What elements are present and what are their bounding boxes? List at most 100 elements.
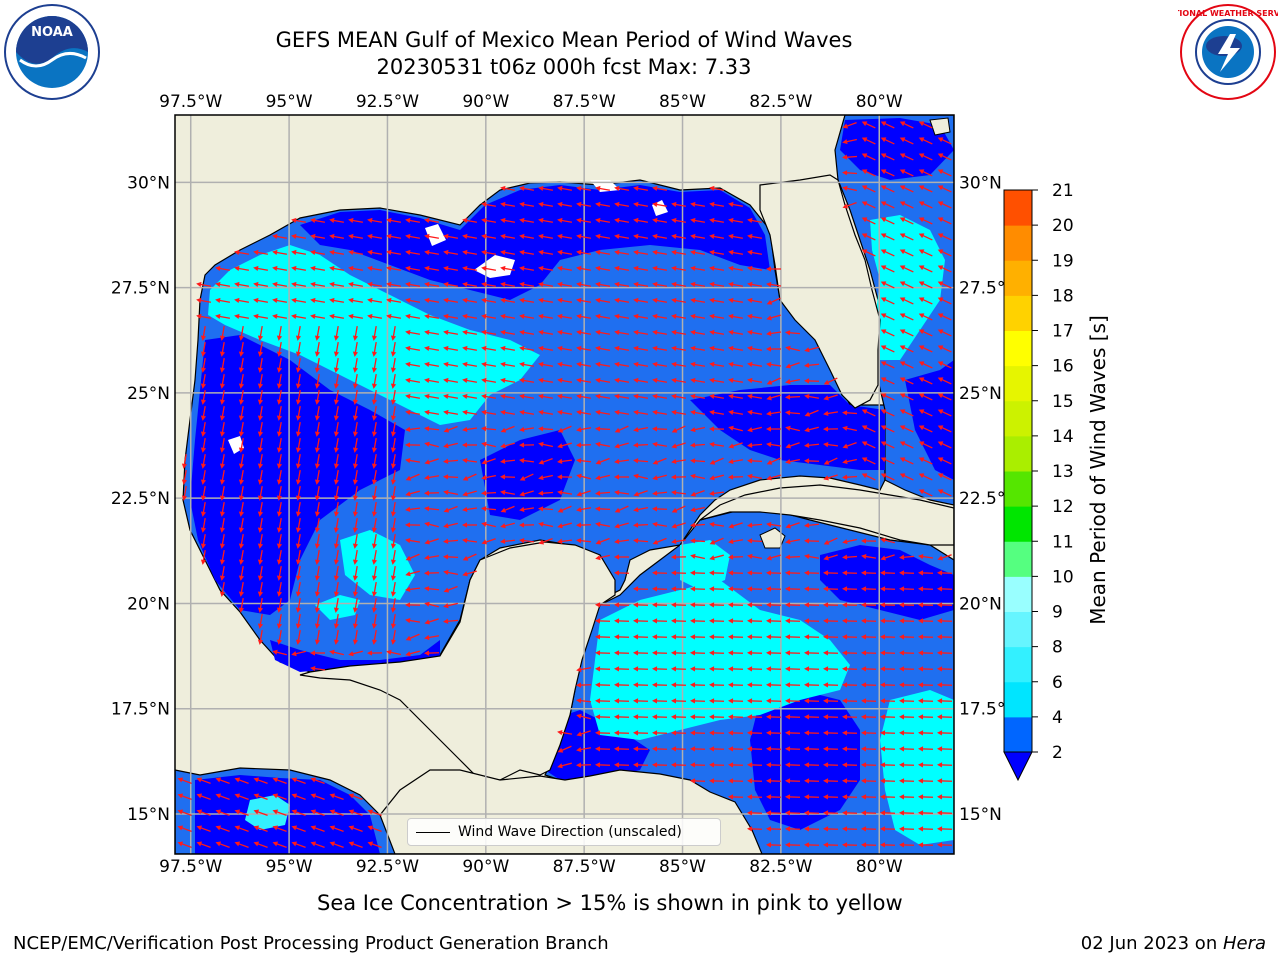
wave-arrow bbox=[690, 570, 706, 576]
wave-arrow bbox=[709, 714, 725, 720]
wave-arrow bbox=[443, 425, 458, 433]
wave-arrow bbox=[937, 762, 953, 768]
wave-arrow bbox=[200, 325, 207, 341]
wave-arrow bbox=[386, 649, 401, 656]
wave-arrow bbox=[842, 474, 858, 480]
wave-arrow bbox=[500, 458, 516, 464]
wave-arrow bbox=[785, 425, 800, 432]
wave-arrow bbox=[690, 458, 706, 464]
lon-label-top: 82.5°W bbox=[749, 92, 812, 112]
wave-arrow bbox=[291, 793, 306, 801]
wave-arrow bbox=[728, 570, 744, 576]
wave-arrow bbox=[200, 437, 207, 453]
wave-arrow bbox=[785, 394, 801, 400]
wave-arrow bbox=[538, 201, 554, 208]
wave-arrow bbox=[766, 570, 782, 576]
wave-arrow bbox=[500, 474, 516, 480]
wave-arrow bbox=[519, 201, 535, 208]
wave-arrow bbox=[823, 537, 838, 545]
wave-arrow bbox=[880, 650, 896, 656]
wave-arrow bbox=[424, 490, 440, 496]
lat-label-right: 30°N bbox=[959, 173, 1002, 193]
wave-arrow bbox=[310, 650, 325, 656]
wave-arrow bbox=[272, 777, 287, 785]
wave-arrow bbox=[652, 345, 668, 352]
wave-arrow bbox=[291, 249, 307, 256]
wave-arrow bbox=[918, 425, 933, 433]
wave-arrow bbox=[899, 666, 915, 672]
wave-arrow bbox=[557, 425, 572, 433]
wave-arrow bbox=[671, 217, 687, 224]
wave-arrow bbox=[785, 539, 800, 545]
wave-arrow bbox=[234, 793, 249, 801]
wave-arrow bbox=[880, 794, 896, 800]
wave-arrow bbox=[633, 409, 649, 416]
wave-arrow bbox=[424, 521, 439, 528]
wave-arrow bbox=[728, 425, 743, 432]
wave-arrow bbox=[614, 297, 630, 304]
wave-arrow bbox=[276, 325, 283, 341]
wave-arrow bbox=[314, 629, 321, 645]
wave-arrow bbox=[181, 453, 188, 469]
wave-arrow bbox=[823, 377, 838, 385]
wave-arrow bbox=[690, 506, 705, 513]
wave-arrow bbox=[728, 474, 744, 480]
wave-arrow bbox=[329, 281, 345, 288]
wave-arrow bbox=[595, 345, 611, 352]
wave-arrow bbox=[899, 842, 915, 848]
wave-arrow bbox=[937, 249, 952, 257]
wave-arrow bbox=[595, 682, 611, 688]
wave-arrow bbox=[785, 714, 801, 720]
wave-arrow bbox=[766, 650, 782, 656]
wave-arrow bbox=[257, 485, 264, 501]
wave-arrow bbox=[842, 425, 857, 432]
wave-arrow bbox=[386, 233, 402, 240]
wave-arrow bbox=[462, 426, 478, 432]
wave-arrow bbox=[937, 746, 953, 752]
wave-arrow bbox=[766, 842, 782, 848]
wave-arrow bbox=[842, 810, 858, 816]
wave-arrow bbox=[937, 570, 953, 576]
wave-arrow bbox=[238, 469, 245, 485]
wave-arrow bbox=[690, 329, 706, 336]
wave-arrow bbox=[709, 281, 725, 288]
wave-arrow bbox=[390, 613, 397, 629]
wave-arrow bbox=[652, 506, 668, 512]
wave-arrow bbox=[937, 137, 952, 145]
wave-arrow bbox=[314, 341, 321, 357]
wave-arrow bbox=[234, 265, 250, 272]
wave-arrow bbox=[329, 825, 344, 833]
wave-arrow bbox=[747, 409, 763, 416]
wave-arrow bbox=[276, 469, 283, 485]
wave-arrow bbox=[538, 426, 554, 432]
wave-arrow bbox=[557, 409, 573, 416]
wave-arrow bbox=[424, 650, 440, 656]
wave-arrow bbox=[557, 505, 572, 513]
lat-label-right: 17.5°N bbox=[959, 700, 1018, 720]
lat-label-left: 25°N bbox=[127, 384, 170, 404]
wave-arrow bbox=[899, 409, 914, 417]
wave-arrow bbox=[314, 485, 321, 501]
wave-arrow bbox=[386, 297, 402, 304]
wave-arrow bbox=[918, 457, 933, 465]
wave-arrow bbox=[671, 442, 686, 449]
wave-arrow bbox=[937, 297, 952, 305]
wave-arrow bbox=[652, 570, 668, 576]
wave-arrow bbox=[310, 297, 326, 304]
wave-arrow bbox=[918, 185, 933, 193]
wave-arrow bbox=[937, 441, 952, 449]
wave-arrow bbox=[443, 249, 459, 256]
colorbar-tick-label: 21 bbox=[1052, 181, 1074, 201]
wave-arrow bbox=[424, 538, 439, 545]
wave-arrow bbox=[671, 586, 687, 592]
wave-arrow bbox=[519, 297, 535, 304]
wave-arrow bbox=[652, 265, 668, 272]
wave-arrow bbox=[481, 475, 496, 481]
wave-arrow bbox=[253, 265, 269, 272]
wave-arrow bbox=[747, 602, 763, 608]
wave-arrow bbox=[424, 601, 439, 608]
wave-arrow bbox=[576, 249, 592, 256]
wave-arrow bbox=[462, 217, 478, 224]
wave-arrow bbox=[671, 377, 687, 384]
wave-arrow bbox=[899, 794, 915, 800]
